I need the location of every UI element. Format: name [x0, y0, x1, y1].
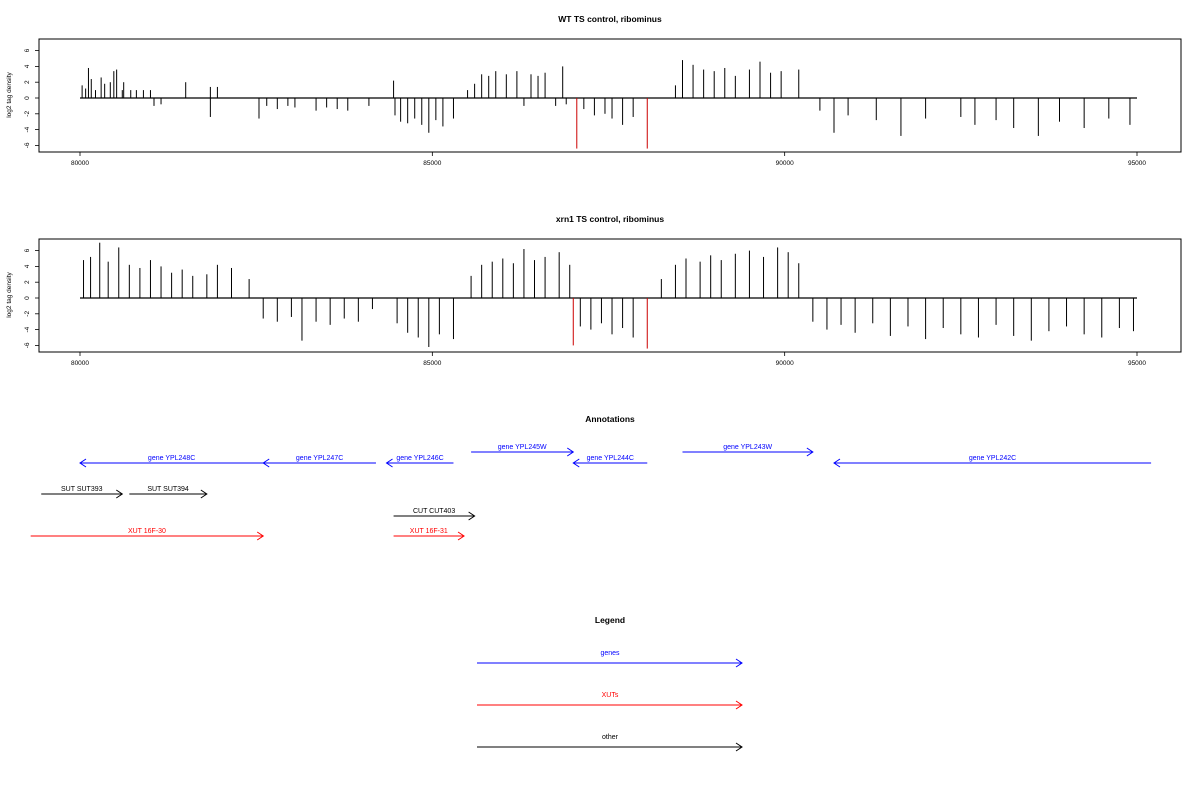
feature-arrow	[572, 458, 648, 468]
wt-y-tick-label: 6	[24, 48, 31, 52]
legend-title: Legend	[595, 615, 625, 625]
wt-y-tick-label: 2	[24, 80, 31, 84]
xrn1-x-tick-label: 80000	[71, 360, 89, 367]
feature-arrow	[30, 531, 265, 541]
legend: Legend genes XUTs other	[477, 615, 743, 752]
feature-label: XUT 16F-30	[128, 528, 166, 535]
xrn1-density-panel: xrn1 TS control, ribominus log2 tag dens…	[6, 214, 1182, 367]
xrn1-y-tick-label: 2	[24, 280, 31, 284]
feature-label: gene YPL247C	[296, 455, 343, 462]
wt-y-axis-label: log2 tag density	[6, 71, 13, 117]
xrn1-y-tick-label: 6	[24, 248, 31, 252]
xrn1-density-bars	[80, 242, 1137, 349]
legend-label-gene: genes	[600, 650, 620, 657]
annotations-title: Annotations	[585, 414, 635, 424]
wt-y-tick-label: -4	[24, 126, 31, 132]
feature-label: gene YPL246C	[396, 455, 443, 462]
xrn1-y-tick-label: -4	[24, 326, 31, 332]
feature-label: SUT SUT394	[147, 486, 189, 493]
wt-y-tick-label: -6	[24, 142, 31, 148]
feature-arrow	[79, 458, 264, 468]
feature-label: gene YPL244C	[587, 455, 634, 462]
wt-x-tick-label: 85000	[423, 160, 441, 167]
wt-x-axis: 80000 85000 90000 95000	[71, 152, 1146, 167]
feature-arrow	[393, 531, 465, 541]
xrn1-panel-title: xrn1 TS control, ribominus	[556, 214, 664, 224]
wt-y-tick-label: 4	[24, 64, 31, 68]
feature-label: CUT CUT403	[413, 508, 455, 515]
legend-items: genes XUTs other	[477, 650, 743, 752]
feature-arrow	[262, 458, 376, 468]
legend-arrow-gene	[477, 658, 743, 668]
wt-y-axis: 6 4 2 0 -2 -4 -6	[24, 48, 39, 148]
wt-x-tick-label: 80000	[71, 160, 89, 167]
legend-arrow-other	[477, 742, 743, 752]
xrn1-x-tick-label: 95000	[1128, 360, 1146, 367]
feature-label: SUT SUT393	[61, 486, 103, 493]
feature-arrow	[385, 458, 454, 468]
feature-label: XUT 16F-31	[410, 528, 448, 535]
feature-arrow	[129, 489, 208, 499]
feature-arrow	[393, 511, 476, 521]
xrn1-y-axis: 6 4 2 0 -2 -4 -6	[24, 248, 39, 348]
wt-x-tick-label: 95000	[1128, 160, 1146, 167]
feature-arrow	[833, 458, 1152, 468]
feature-label: gene YPL248C	[148, 455, 195, 462]
annotations-track: Annotations gene YPL248C gene YPL247C gene…	[30, 414, 1152, 541]
xrn1-x-tick-label: 90000	[776, 360, 794, 367]
legend-label-xut: XUTs	[602, 692, 619, 699]
xrn1-plot-frame	[38, 238, 1182, 353]
wt-density-panel: WT TS control, ribominus log2 tag densit…	[6, 14, 1182, 167]
annotation-features: gene YPL248C gene YPL247C gene YPL246C gene…	[30, 444, 1152, 541]
wt-plot-frame	[38, 38, 1182, 153]
feature-label: gene YPL242C	[969, 455, 1016, 462]
feature-arrow	[682, 447, 814, 457]
wt-panel-title: WT TS control, ribominus	[558, 14, 662, 24]
feature-label: gene YPL245W	[498, 444, 547, 451]
legend-label-other: other	[602, 734, 619, 741]
xrn1-y-tick-label: 4	[24, 264, 31, 268]
xrn1-y-tick-label: -2	[24, 311, 31, 317]
wt-y-tick-label: -2	[24, 111, 31, 117]
wt-density-bars	[80, 60, 1137, 149]
xrn1-x-tick-label: 85000	[423, 360, 441, 367]
wt-x-tick-label: 90000	[776, 160, 794, 167]
xrn1-y-tick-label: 0	[24, 296, 31, 300]
xrn1-y-tick-label: -6	[24, 342, 31, 348]
feature-arrow	[41, 489, 124, 499]
wt-y-tick-label: 0	[24, 96, 31, 100]
feature-arrow	[471, 447, 575, 457]
xrn1-x-axis: 80000 85000 90000 95000	[71, 352, 1146, 367]
xrn1-y-axis-label: log2 tag density	[6, 271, 13, 317]
feature-label: gene YPL243W	[723, 444, 772, 451]
legend-arrow-xut	[477, 700, 743, 710]
